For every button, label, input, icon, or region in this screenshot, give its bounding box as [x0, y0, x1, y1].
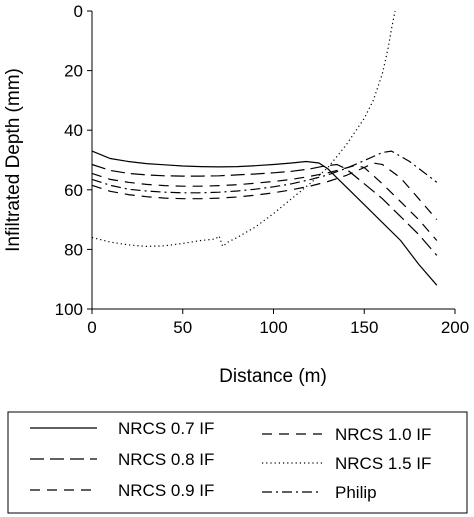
x-tick-label: 200 [441, 318, 469, 337]
y-tick-label: 0 [74, 2, 83, 21]
series-lines [91, 10, 438, 286]
y-axis-ticks: 0 20 40 60 80 100 [55, 2, 92, 319]
legend-items: NRCS 0.7 IF NRCS 0.8 IF NRCS 0.9 IF NRCS 1.… [30, 419, 431, 502]
y-axis-title: Infiltrated Depth (mm) [3, 68, 24, 252]
y-tick-label: 100 [55, 300, 83, 319]
plot-area: 0 20 40 60 80 100 0 50 100 150 200 [55, 2, 470, 337]
x-axis-ticks: 0 50 100 150 200 [87, 309, 469, 337]
series-line-nrcs-1-5-if [91, 10, 396, 248]
legend-box [7, 411, 468, 514]
y-tick-label: 60 [64, 181, 83, 200]
legend-label: NRCS 0.7 IF [118, 419, 214, 438]
y-tick-label: 20 [64, 62, 83, 81]
series-line-nrcs-0-7-if [91, 150, 438, 286]
y-tick-label: 40 [64, 121, 83, 140]
series-line-nrcs-1-0-if [91, 162, 438, 220]
y-tick-label: 80 [64, 240, 83, 259]
legend-label: NRCS 0.8 IF [118, 450, 214, 469]
legend-label: NRCS 1.0 IF [335, 425, 431, 444]
legend-label: NRCS 0.9 IF [118, 481, 214, 500]
x-tick-label: 50 [173, 318, 192, 337]
legend: NRCS 0.7 IF NRCS 0.8 IF NRCS 0.9 IF NRCS 1.… [7, 411, 468, 514]
series-line-nrcs-0-8-if [91, 163, 438, 256]
x-axis-title: Distance (m) [219, 366, 327, 387]
x-tick-label: 0 [87, 318, 96, 337]
series-line-philip [91, 150, 438, 194]
series-line-nrcs-0-9-if [91, 164, 438, 241]
legend-label: NRCS 1.5 IF [335, 454, 431, 473]
x-tick-label: 150 [350, 318, 378, 337]
x-tick-label: 100 [259, 318, 287, 337]
legend-label: Philip [335, 483, 377, 502]
